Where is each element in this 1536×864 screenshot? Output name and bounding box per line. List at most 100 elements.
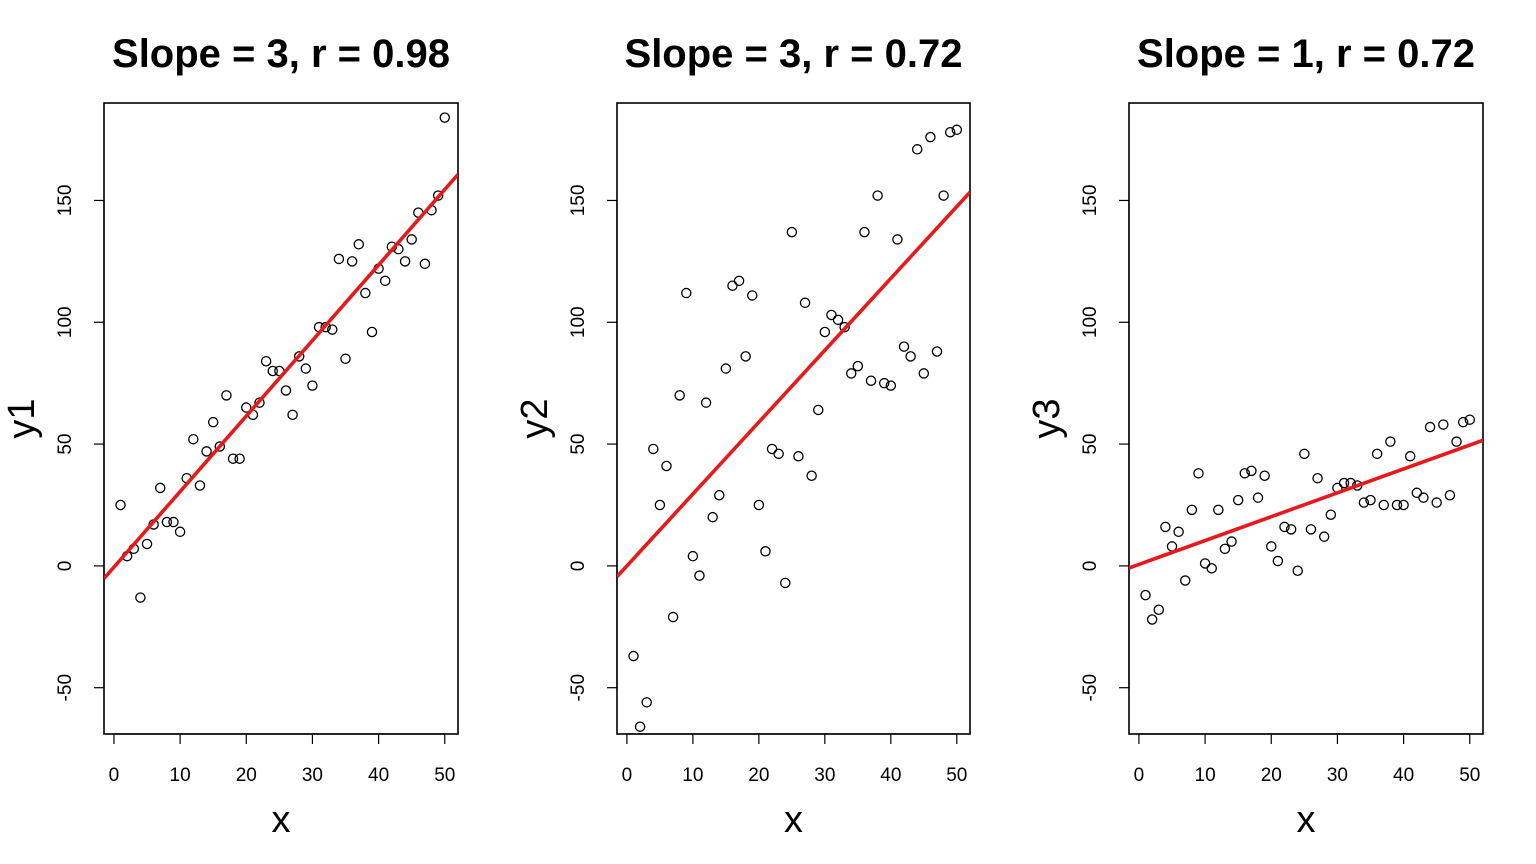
data-point xyxy=(1418,492,1429,503)
x-tick-label: 50 xyxy=(1459,765,1480,786)
data-point xyxy=(221,390,232,401)
data-point xyxy=(346,256,358,267)
data-point xyxy=(826,309,837,321)
data-point xyxy=(366,326,378,338)
x-tick-label: 30 xyxy=(814,765,835,786)
data-point xyxy=(1232,494,1244,506)
data-point xyxy=(740,351,751,362)
data-point xyxy=(327,324,338,335)
data-point xyxy=(1365,494,1376,506)
panel-title: Slope = 3, r = 0.98 xyxy=(112,32,450,76)
data-point xyxy=(432,190,444,201)
data-point xyxy=(925,131,936,143)
data-point xyxy=(694,570,705,581)
data-point xyxy=(951,124,963,136)
data-point xyxy=(1299,448,1310,460)
data-point xyxy=(154,482,166,494)
data-point xyxy=(832,314,844,326)
y-axis-label: y3 xyxy=(1026,398,1068,438)
y-tick-label: 100 xyxy=(55,306,76,338)
x-tick-label: 50 xyxy=(946,765,967,786)
data-point xyxy=(307,380,318,391)
data-point xyxy=(168,516,179,528)
data-point xyxy=(661,460,672,472)
y-tick-label: 0 xyxy=(55,561,76,572)
data-point xyxy=(1246,465,1257,477)
data-point xyxy=(1444,489,1456,501)
data-point xyxy=(1411,487,1423,499)
x-tick-label: 50 xyxy=(434,765,455,786)
data-point xyxy=(1173,526,1184,538)
data-point xyxy=(419,258,431,270)
x-tick-label: 30 xyxy=(1327,765,1348,786)
data-point xyxy=(707,511,718,523)
data-point xyxy=(1325,509,1337,520)
x-tick-label: 10 xyxy=(682,765,703,786)
data-point xyxy=(174,526,186,538)
data-point xyxy=(859,226,870,238)
data-point xyxy=(1272,555,1284,567)
data-point xyxy=(293,351,305,362)
x-tick-label: 30 xyxy=(302,765,323,786)
data-point xyxy=(267,365,278,377)
data-point xyxy=(1305,524,1317,535)
data-point xyxy=(1371,448,1383,460)
data-point xyxy=(1312,472,1323,484)
data-point xyxy=(911,144,923,155)
data-point xyxy=(1199,558,1211,569)
data-point xyxy=(333,253,345,265)
data-point xyxy=(207,416,219,428)
data-point xyxy=(648,443,659,455)
y-axis-label: y1 xyxy=(1,398,43,438)
data-point xyxy=(700,397,712,408)
data-point xyxy=(819,326,831,338)
x-tick-label: 40 xyxy=(368,765,389,786)
x-tick-label: 0 xyxy=(109,765,120,786)
y-tick-label: -50 xyxy=(55,674,76,701)
data-point xyxy=(674,390,685,401)
data-point xyxy=(1239,468,1251,479)
data-point xyxy=(760,546,771,557)
data-point xyxy=(687,550,699,562)
data-point xyxy=(1451,436,1462,447)
data-point xyxy=(1292,565,1303,577)
data-point xyxy=(320,321,331,333)
data-point xyxy=(714,489,725,501)
data-point xyxy=(194,480,206,491)
data-point xyxy=(733,275,745,287)
data-point xyxy=(766,443,778,455)
data-point xyxy=(892,234,903,245)
y-axis-label: y2 xyxy=(514,398,556,438)
data-point xyxy=(1358,497,1370,508)
data-point xyxy=(793,451,804,462)
data-point xyxy=(1153,604,1165,615)
data-point xyxy=(227,453,239,464)
data-point xyxy=(161,516,173,528)
data-point xyxy=(1457,416,1469,428)
data-point xyxy=(1431,497,1442,508)
data-point xyxy=(188,433,199,445)
panel-title: Slope = 1, r = 0.72 xyxy=(1137,32,1475,76)
data-point xyxy=(885,380,897,391)
data-point xyxy=(1213,504,1224,516)
x-tick-label: 40 xyxy=(880,765,901,786)
data-point xyxy=(898,341,910,352)
data-point xyxy=(799,297,811,309)
data-point xyxy=(1146,614,1158,625)
x-tick-label: 40 xyxy=(1393,765,1414,786)
data-point xyxy=(115,499,126,511)
data-point xyxy=(641,697,652,708)
x-tick-label: 10 xyxy=(1195,765,1216,786)
x-axis-label: x xyxy=(1297,799,1316,841)
y-tick-label: 0 xyxy=(568,561,589,572)
y-tick-label: 100 xyxy=(1080,306,1101,338)
data-point xyxy=(141,538,153,550)
data-point xyxy=(839,321,850,333)
data-point xyxy=(634,721,646,732)
y-tick-label: 150 xyxy=(1080,185,1101,217)
fit-line xyxy=(1129,438,1483,570)
data-point xyxy=(379,275,391,287)
data-point xyxy=(1206,563,1217,574)
data-point xyxy=(399,256,411,267)
